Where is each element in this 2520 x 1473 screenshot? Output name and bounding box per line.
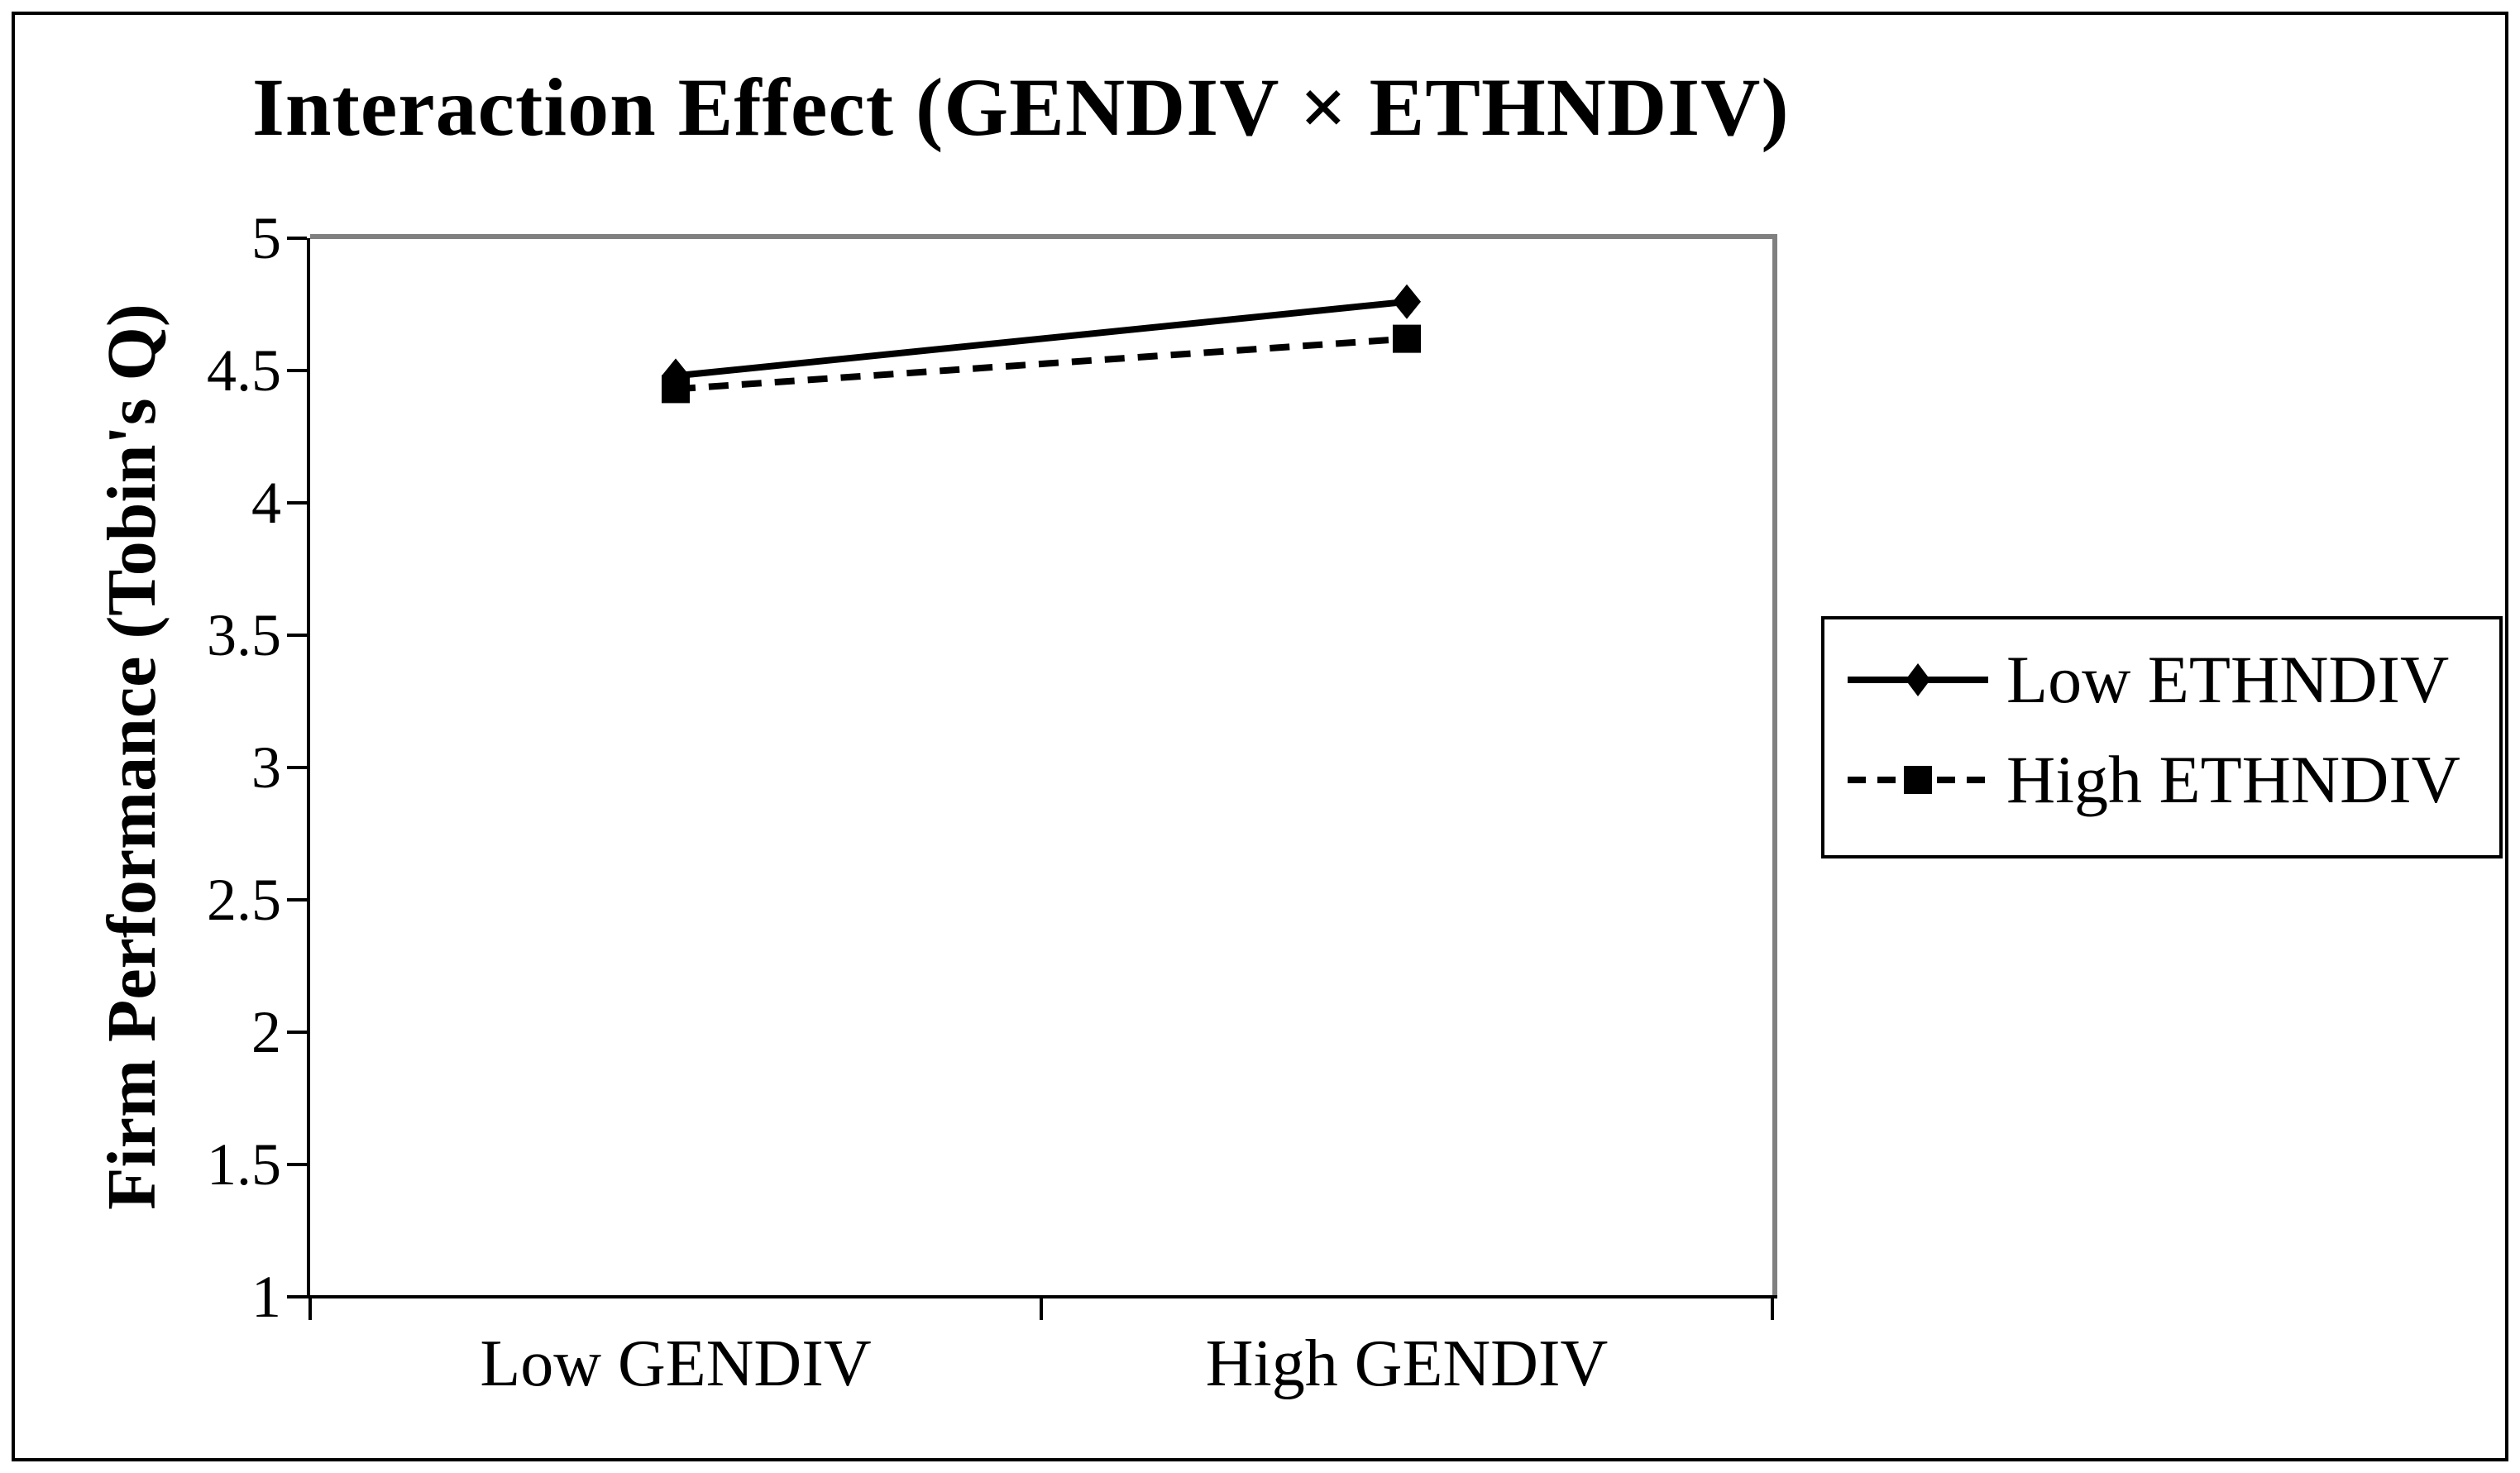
legend: Low ETHNDIV High ETHNDIV — [1821, 616, 2503, 858]
plot-area — [662, 284, 1421, 404]
y-tick — [287, 369, 307, 372]
y-tick-label: 4 — [251, 470, 281, 536]
y-tick — [287, 634, 307, 637]
y-axis-line — [307, 238, 310, 1298]
series-line-low-ethndiv — [675, 298, 1408, 380]
y-tick — [287, 501, 307, 505]
y-tick-label: 5 — [251, 205, 281, 271]
x-tick — [1771, 1298, 1774, 1320]
square-marker — [662, 375, 690, 404]
y-tick-label: 1.5 — [207, 1131, 281, 1198]
y-tick-label: 4.5 — [207, 337, 281, 404]
plot-frame-right — [1772, 234, 1777, 1298]
y-tick — [287, 898, 307, 901]
x-tick — [1040, 1298, 1043, 1320]
series-line-high-ethndiv — [675, 335, 1408, 393]
y-tick-label: 2 — [251, 999, 281, 1065]
chart-title: Interaction Effect (GENDIV × ETHNDIV) — [252, 61, 1790, 153]
legend-label-high-ethndiv: High ETHNDIV — [2006, 741, 2460, 817]
plot-frame-top — [310, 234, 1777, 239]
solid-line-diamond-marker-icon — [1848, 663, 1988, 697]
y-tick — [287, 1031, 307, 1034]
diamond-marker — [1393, 284, 1421, 319]
legend-entry-high-ethndiv: High ETHNDIV — [1848, 741, 2499, 819]
y-tick — [287, 766, 307, 769]
legend-label-low-ethndiv: Low ETHNDIV — [2006, 642, 2450, 718]
dashed-line-square-marker-icon — [1848, 765, 1988, 794]
y-tick-label: 1 — [251, 1264, 281, 1330]
y-tick-label: 3.5 — [207, 602, 281, 668]
y-tick — [287, 237, 307, 240]
y-tick-label: 2.5 — [207, 867, 281, 933]
y-tick — [287, 1163, 307, 1166]
figure-border — [12, 12, 2508, 1461]
y-tick — [287, 1295, 307, 1298]
x-category-label: High GENDIV — [1205, 1327, 1609, 1400]
y-tick-label: 3 — [251, 734, 281, 801]
square-marker — [1393, 324, 1421, 353]
x-axis-line — [307, 1295, 1777, 1298]
legend-entry-low-ethndiv: Low ETHNDIV — [1848, 641, 2499, 719]
x-category-label: Low GENDIV — [480, 1327, 872, 1400]
x-tick — [308, 1298, 312, 1320]
